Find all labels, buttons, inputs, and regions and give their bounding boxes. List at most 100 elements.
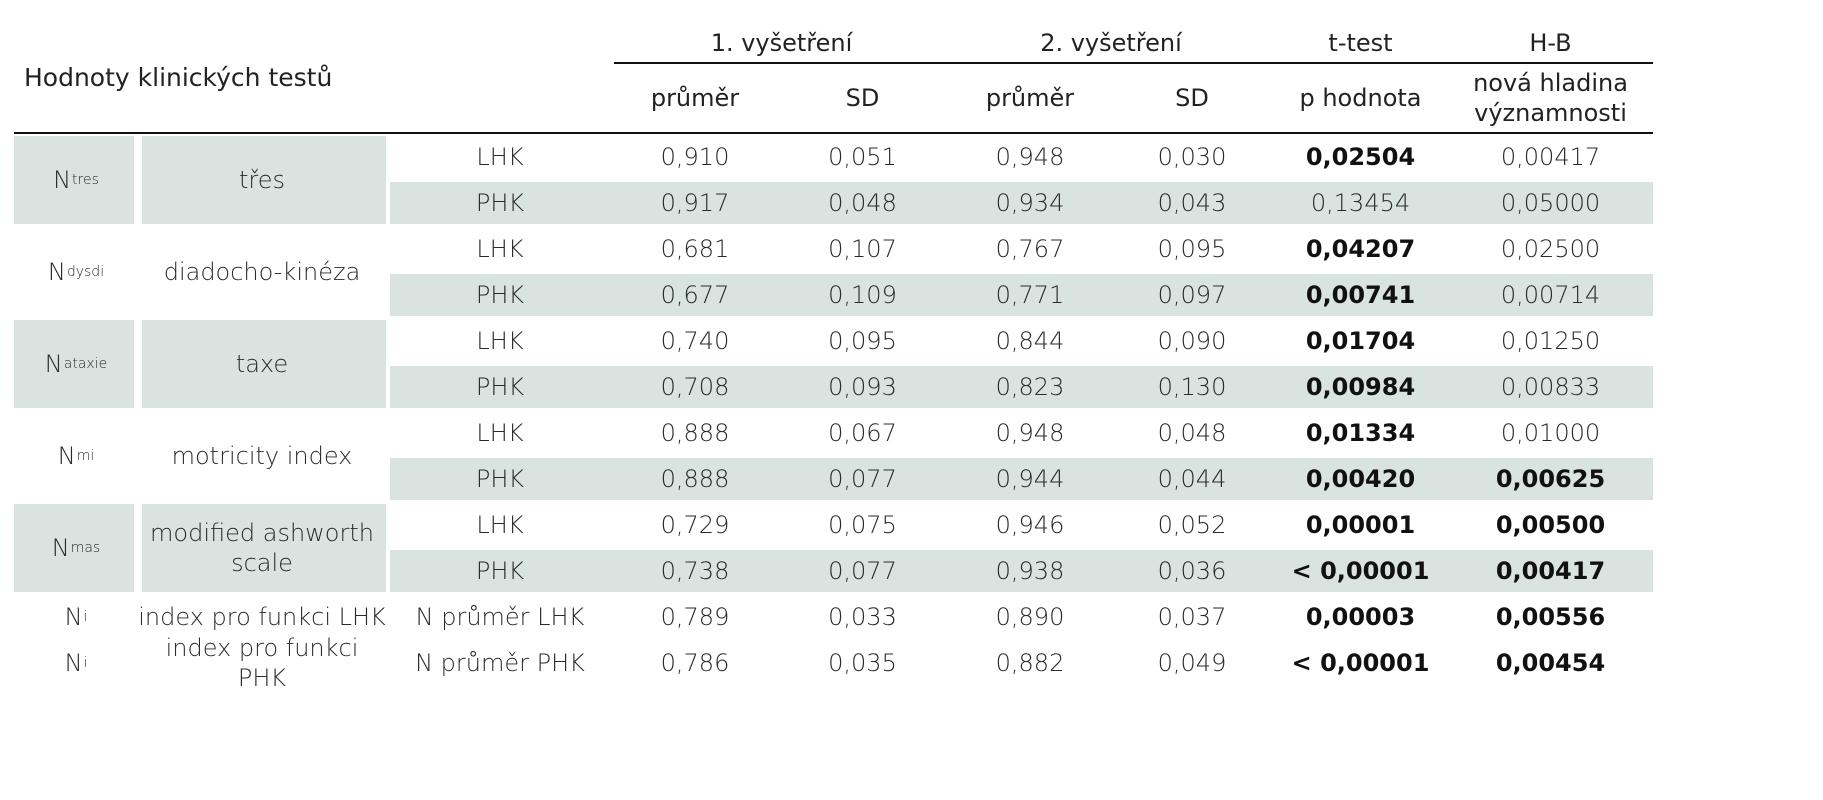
- pvalue-cell-text: 0,01334: [1305, 419, 1416, 447]
- mean1-cell-text: 0,888: [660, 465, 730, 493]
- n-subscript: ataxie: [63, 356, 108, 372]
- mean1-cell: 0,708: [614, 364, 776, 410]
- mean2-cell-text: 0,934: [995, 189, 1065, 217]
- n-cell-shade: [14, 320, 134, 408]
- sd2-cell-text: 0,095: [1157, 235, 1227, 263]
- pvalue-cell: < 0,00001: [1273, 640, 1448, 686]
- side-cell: LHK: [386, 226, 614, 272]
- mean2-cell: 0,934: [949, 180, 1111, 226]
- mean2-cell-text: 0,946: [995, 511, 1065, 539]
- newlevel-cell-text: 0,02500: [1500, 235, 1601, 263]
- newlevel-cell: 0,00556: [1448, 594, 1653, 640]
- newlevel-cell: 0,00417: [1448, 134, 1653, 180]
- sd1-cell: 0,067: [776, 410, 949, 456]
- sd1-cell-text: 0,035: [828, 649, 897, 677]
- header-bottom-rule: [14, 132, 1653, 134]
- col-header-newlevel: nová hladina významnosti: [1448, 64, 1653, 132]
- side-cell-text: PHK: [475, 281, 525, 309]
- pvalue-cell-text: < 0,00001: [1291, 557, 1430, 585]
- newlevel-cell-text: 0,00454: [1495, 649, 1606, 677]
- sd1-cell: 0,051: [776, 134, 949, 180]
- newlevel-cell-text: 0,00714: [1500, 281, 1601, 309]
- sd1-cell: 0,107: [776, 226, 949, 272]
- row-shade: [390, 366, 1653, 408]
- sd1-cell-text: 0,107: [828, 235, 897, 263]
- newlevel-cell: 0,01250: [1448, 318, 1653, 364]
- n-symbol: N: [64, 649, 83, 677]
- group-header-hb: H-B: [1448, 26, 1653, 60]
- mean1-cell: 0,917: [614, 180, 776, 226]
- n-cell-shade: [14, 504, 134, 592]
- pvalue-cell-text: 0,00984: [1305, 373, 1416, 401]
- n-subscript: mi: [76, 448, 95, 464]
- col-header-sd1-text: SD: [845, 84, 880, 112]
- sd1-cell: 0,093: [776, 364, 949, 410]
- sd2-cell: 0,097: [1111, 272, 1273, 318]
- n-subscript: i: [83, 655, 88, 671]
- sd2-cell-text: 0,090: [1157, 327, 1227, 355]
- col-header-mean1-text: průměr: [650, 84, 740, 112]
- mean1-cell: 0,789: [614, 594, 776, 640]
- n-symbol: N: [57, 442, 76, 470]
- side-cell-text: LHK: [476, 511, 524, 539]
- n-symbol: N: [51, 534, 70, 562]
- row-shade: [390, 274, 1653, 316]
- clinical-tests-table: Hodnoty klinických testů 1. vyšetření 2. v…: [14, 20, 1816, 790]
- sd2-cell: 0,044: [1111, 456, 1273, 502]
- sd2-cell: 0,030: [1111, 134, 1273, 180]
- n-subscript: dysdi: [66, 264, 105, 280]
- sd1-cell: 0,075: [776, 502, 949, 548]
- pvalue-cell: 0,00984: [1273, 364, 1448, 410]
- side-cell-text: LHK: [476, 327, 524, 355]
- mean1-cell: 0,738: [614, 548, 776, 594]
- test-label: diadocho-kinéza: [163, 258, 361, 286]
- test-label-cell: diadocho-kinéza: [138, 226, 386, 318]
- group-underline-hb: [1448, 62, 1653, 64]
- sd1-cell-text: 0,048: [828, 189, 897, 217]
- side-cell-text: LHK: [476, 143, 524, 171]
- sd2-cell-text: 0,037: [1157, 603, 1227, 631]
- col-header-pvalue-text: p hodnota: [1299, 84, 1422, 112]
- mean1-cell-text: 0,917: [660, 189, 730, 217]
- group-header-ttest-text: t-test: [1328, 29, 1393, 57]
- sd2-cell-text: 0,049: [1157, 649, 1227, 677]
- mean1-cell: 0,888: [614, 410, 776, 456]
- pvalue-cell-text: 0,00420: [1305, 465, 1416, 493]
- side-cell: LHK: [386, 410, 614, 456]
- mean1-cell-text: 0,677: [660, 281, 730, 309]
- mean1-cell-text: 0,738: [660, 557, 730, 585]
- test-label-cell: index pro funkci LHK: [138, 594, 386, 640]
- sd1-cell-text: 0,095: [828, 327, 897, 355]
- sd1-cell-text: 0,109: [828, 281, 897, 309]
- group-header-hb-text: H-B: [1529, 29, 1572, 57]
- mean1-cell: 0,677: [614, 272, 776, 318]
- mean2-cell-text: 0,944: [995, 465, 1065, 493]
- newlevel-cell-text: 0,01250: [1500, 327, 1601, 355]
- label-cell-shade: [142, 504, 386, 592]
- sd1-cell: 0,095: [776, 318, 949, 364]
- mean2-cell-text: 0,844: [995, 327, 1065, 355]
- sd1-cell-text: 0,075: [828, 511, 897, 539]
- mean2-cell: 0,844: [949, 318, 1111, 364]
- pvalue-cell-text: 0,13454: [1310, 189, 1411, 217]
- mean1-cell-text: 0,789: [660, 603, 730, 631]
- sd2-cell: 0,037: [1111, 594, 1273, 640]
- test-label: motricity index: [171, 442, 353, 470]
- mean2-cell-text: 0,890: [995, 603, 1065, 631]
- side-cell: PHK: [386, 272, 614, 318]
- row-shade: [390, 458, 1653, 500]
- sd2-cell: 0,130: [1111, 364, 1273, 410]
- mean1-cell: 0,740: [614, 318, 776, 364]
- test-label: index pro funkci LHK: [138, 603, 386, 631]
- side-cell: PHK: [386, 364, 614, 410]
- pvalue-cell: 0,01704: [1273, 318, 1448, 364]
- test-label-cell: modified ashworth scale: [138, 502, 386, 594]
- mean2-cell-text: 0,938: [995, 557, 1065, 585]
- mean1-cell: 0,888: [614, 456, 776, 502]
- sd1-cell: 0,048: [776, 180, 949, 226]
- group-underline-ttest: [1273, 62, 1448, 64]
- sd1-cell-text: 0,077: [828, 557, 897, 585]
